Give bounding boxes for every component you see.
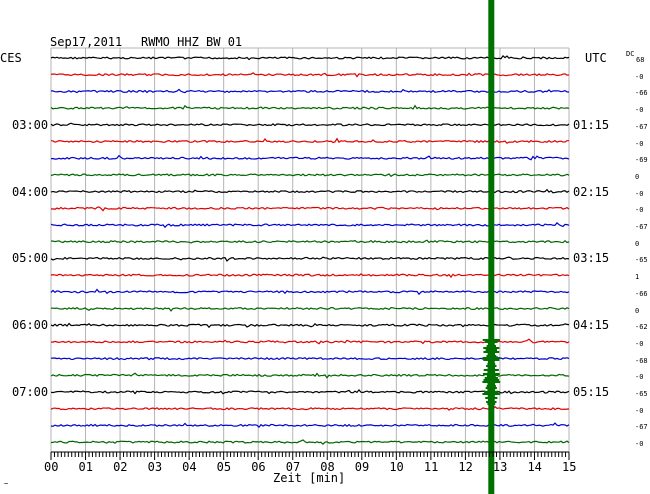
right-hour-label: 04:15 [573, 318, 610, 333]
seismic-traces [50, 54, 570, 445]
dc-value: -62 [635, 323, 648, 332]
x-tick-label: 13 [492, 460, 508, 474]
trace-line [50, 338, 570, 345]
dc-value: -65 [635, 256, 648, 265]
x-tick-label: 14 [527, 460, 542, 474]
trace-line [50, 137, 570, 144]
trace-line [50, 288, 570, 296]
dc-value: 0 [635, 239, 640, 248]
dc-value: -66 [635, 289, 648, 298]
dc-value: -0 [635, 72, 644, 81]
dc-value: -68 [635, 356, 648, 365]
event-burst [482, 339, 501, 405]
x-tick-label: 03 [147, 460, 163, 474]
dc-value: -66 [635, 89, 648, 98]
left-hour-label: 06:00 [12, 318, 49, 333]
trace-line [50, 273, 570, 279]
trace-line [50, 388, 570, 395]
trace-line [50, 422, 570, 428]
left-hour-label: 07:00 [12, 385, 49, 399]
trace-line [50, 122, 570, 127]
dc-value: 68 [636, 56, 645, 64]
header-date: Sep17,2011 [50, 35, 123, 49]
dc-value: -0 [635, 339, 644, 348]
right-hour-label: 05:15 [573, 385, 610, 399]
trace-line [50, 322, 570, 329]
x-tick-label: 05 [216, 460, 232, 474]
left-timezone: CES [0, 51, 22, 65]
trace-line [50, 188, 570, 194]
dc-value: -0 [635, 206, 644, 215]
event-band [488, 0, 495, 494]
x-tick-label: 15 [562, 460, 577, 474]
dc-value: -0 [635, 440, 644, 449]
trace-line [50, 72, 570, 78]
x-tick-label: 04 [182, 460, 197, 474]
trace-line [50, 306, 570, 312]
right-timezone: UTC [585, 51, 607, 65]
trace-line [50, 256, 570, 262]
dc-value: 0 [635, 172, 640, 181]
dc-value: 1 [635, 273, 640, 282]
corner-mark: ~ [4, 480, 9, 488]
right-hour-label: 03:15 [573, 251, 610, 266]
trace-line [50, 239, 570, 244]
x-tick-label: 06 [251, 460, 266, 474]
dc-value: -0 [635, 189, 644, 198]
trace-line [50, 405, 570, 411]
dc-value: -0 [635, 106, 644, 115]
dc-value: 0 [635, 306, 640, 315]
dc-value: -69 [635, 156, 648, 165]
earthquake-event [482, 0, 501, 494]
dc-value: -67 [635, 122, 648, 131]
header-station: RWMO HHZ BW 01 [141, 35, 243, 49]
left-hour-label: 05:00 [12, 251, 49, 266]
trace-line [50, 104, 570, 110]
x-tick-label: 09 [354, 460, 370, 474]
left-hour-label: 04:00 [12, 184, 49, 199]
trace-line [50, 173, 570, 178]
x-tick-label: 10 [389, 460, 404, 474]
dc-value: -67 [635, 223, 648, 231]
dc-label: DC [626, 50, 635, 58]
trace-line [50, 154, 570, 161]
right-hour-label: 01:15 [573, 117, 610, 132]
x-tick-label: 01 [78, 460, 93, 474]
x-tick-label: 12 [458, 460, 473, 474]
x-axis-label: Zeit [min] [273, 471, 346, 485]
dc-value: -0 [635, 373, 644, 382]
minute-grid [50, 47, 570, 452]
x-axis [50, 451, 570, 460]
x-tick-label: 11 [423, 460, 439, 474]
x-tick-label: 02 [113, 460, 128, 474]
trace-line [50, 372, 570, 379]
trace-line [50, 439, 570, 445]
left-hour-label: 03:00 [12, 117, 49, 132]
dc-value: -67 [635, 423, 648, 432]
trace-line [50, 221, 570, 229]
x-tick-label: 00 [44, 460, 59, 474]
dc-value: -0 [635, 139, 644, 148]
dc-value: -0 [635, 406, 644, 415]
trace-line [50, 206, 570, 212]
x-tick-label: 08 [320, 460, 335, 474]
trace-line [50, 54, 570, 61]
right-hour-label: 02:15 [573, 184, 610, 199]
x-tick-label: 07 [285, 460, 301, 474]
trace-line [50, 88, 570, 94]
dc-value: -65 [635, 390, 648, 398]
